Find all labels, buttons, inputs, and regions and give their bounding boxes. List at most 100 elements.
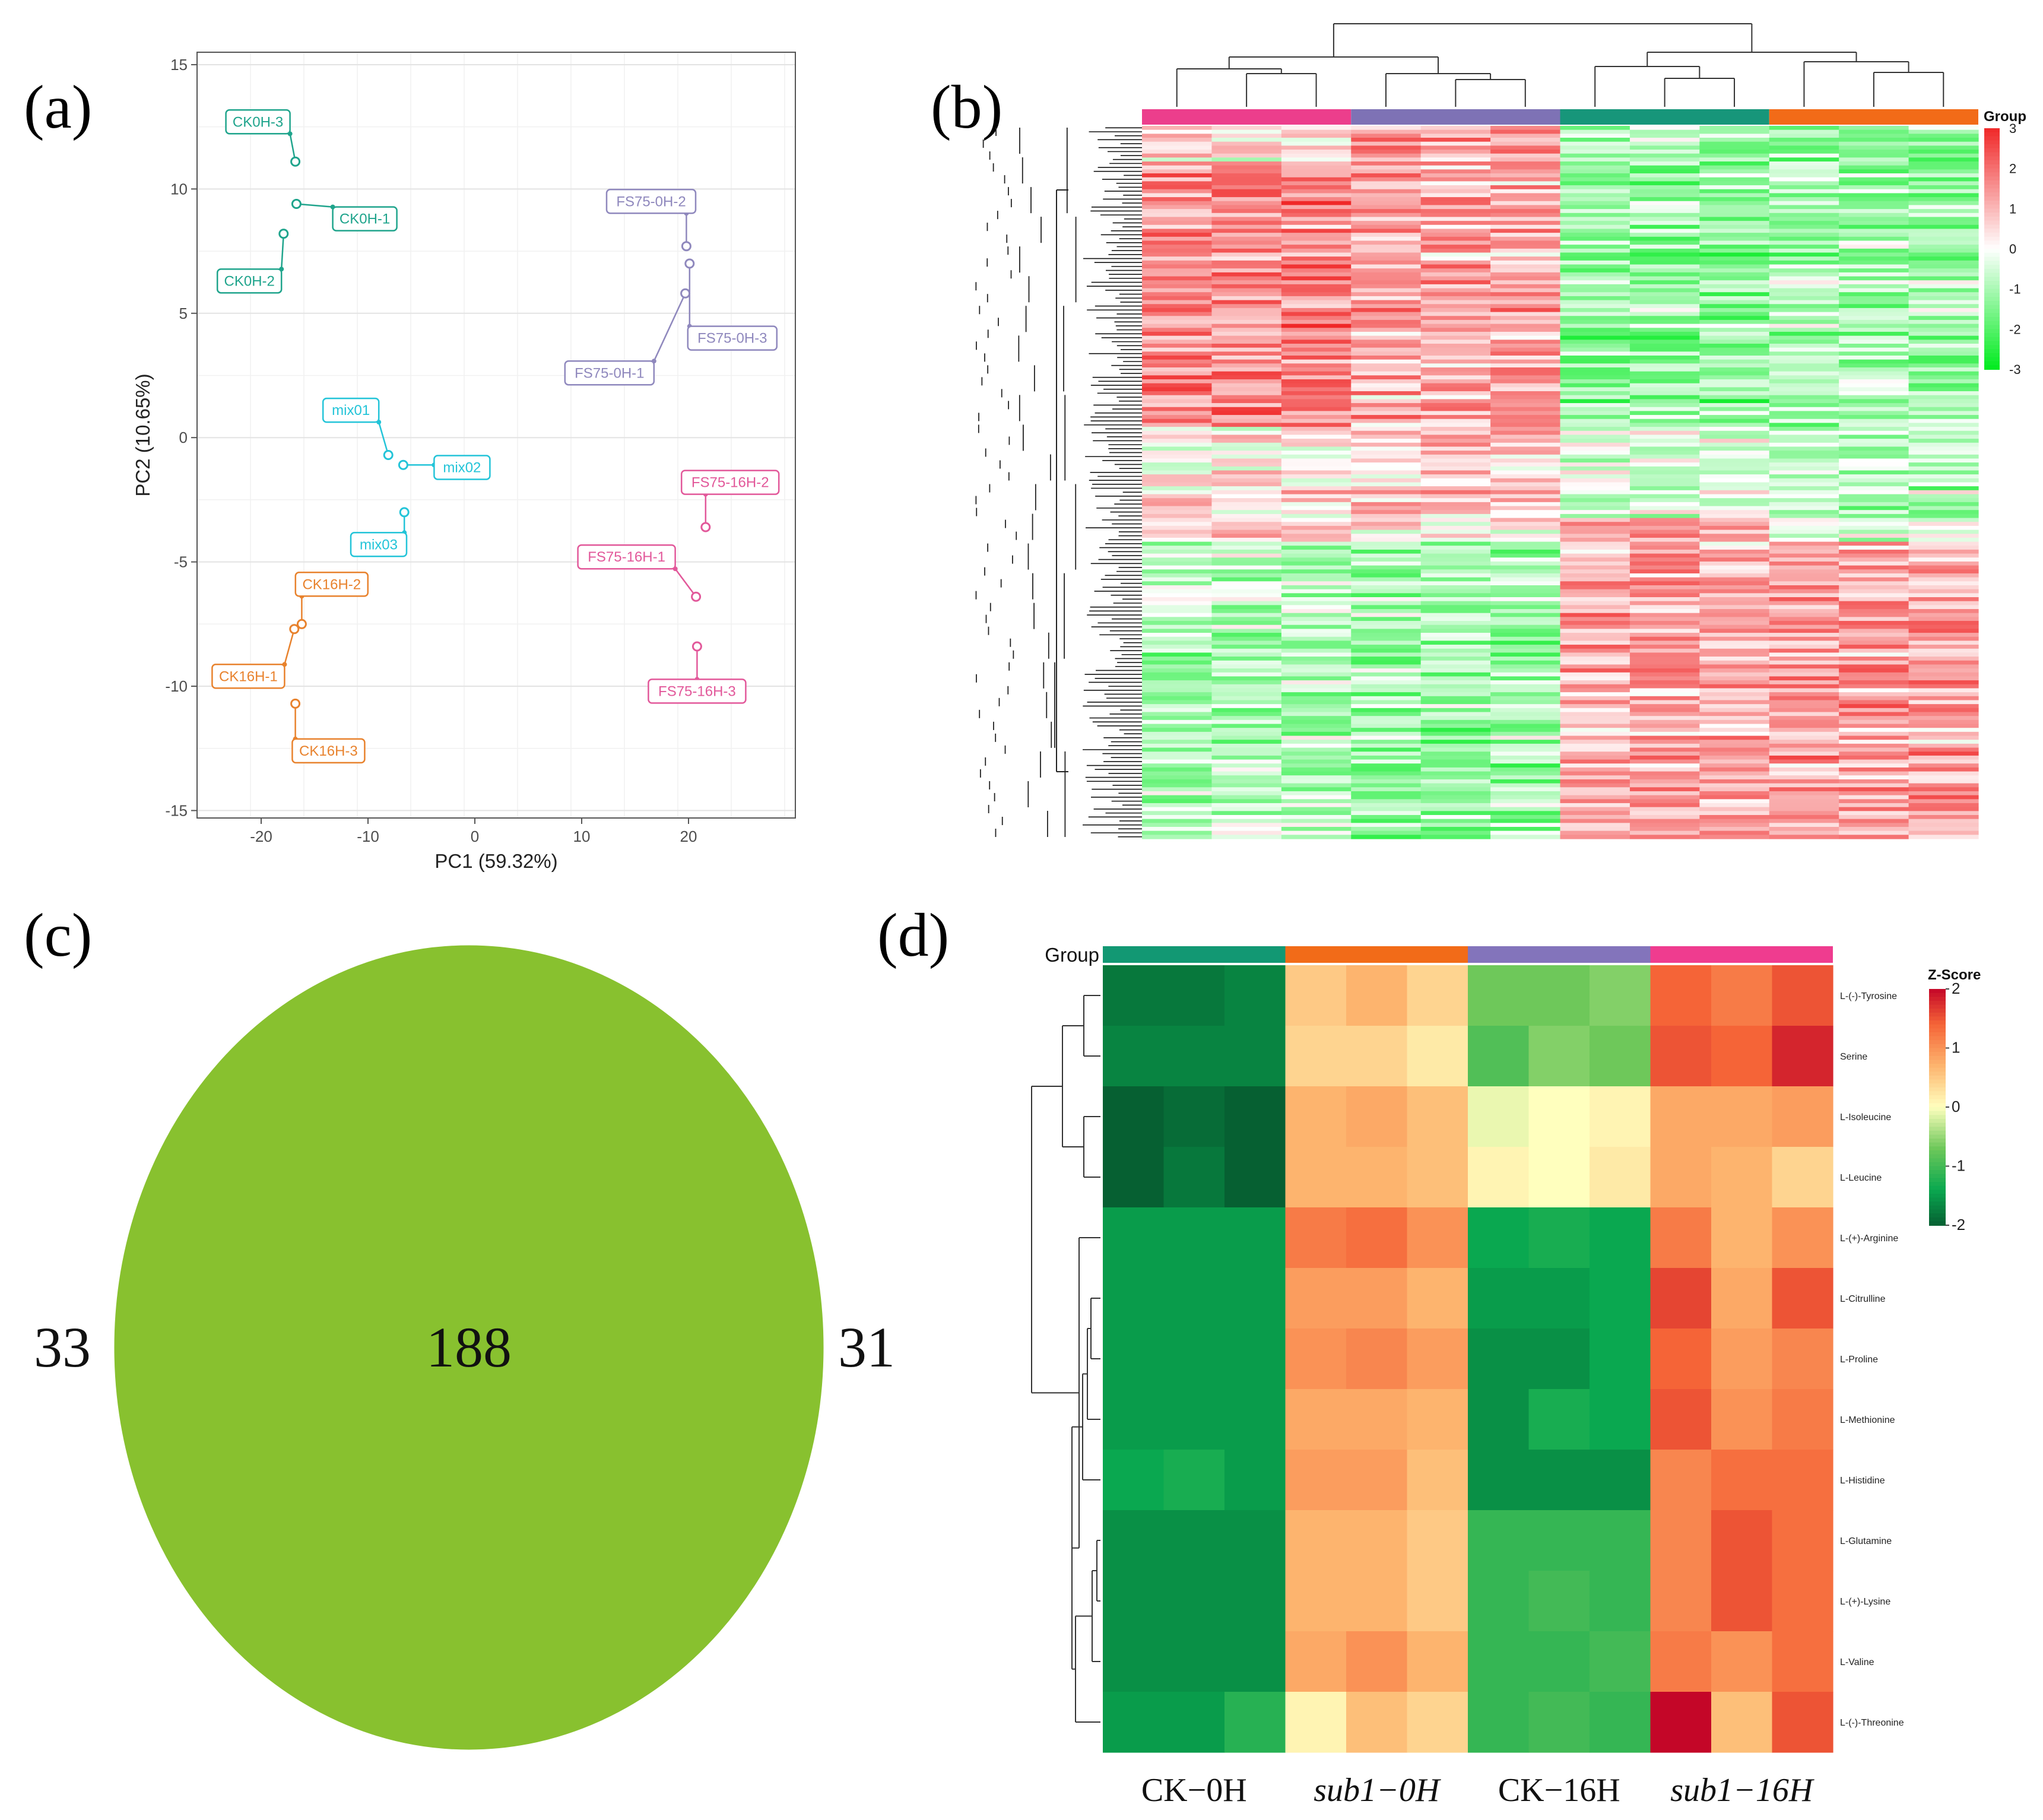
heatmap-b-cell: [1490, 351, 1561, 356]
heatmap-b-cell: [1142, 177, 1213, 182]
heatmap-b-cell: [1420, 418, 1491, 424]
heatmap-b-cell: [1490, 245, 1561, 249]
heatmap-b-cell: [1839, 138, 1909, 142]
heatmap-b-cell: [1699, 209, 1770, 214]
heatmap-b-cell: [1142, 359, 1213, 364]
heatmap-b-cell: [1560, 498, 1630, 503]
heatmap-b-cell: [1769, 307, 1839, 313]
heatmap-b-cell: [1351, 569, 1422, 574]
heatmap-b-cell: [1490, 256, 1561, 261]
heatmap-b-cell: [1420, 814, 1491, 820]
heatmap-b-cell: [1769, 823, 1839, 827]
heatmap-b-cell: [1699, 636, 1770, 641]
heatmap-b-cell: [1211, 482, 1282, 487]
heatmap-b-cell: [1629, 379, 1700, 384]
heatmap-b-cell: [1420, 740, 1491, 744]
heatmap-b-cell: [1490, 312, 1561, 316]
heatmap-b-cell: [1211, 664, 1282, 669]
heatmap-b-cell: [1839, 276, 1909, 281]
pca-x-tick-label: -10: [357, 827, 379, 845]
heatmap-d-row-label: L-Proline: [1840, 1355, 1878, 1365]
heatmap-b-cell: [1839, 482, 1909, 487]
heatmap-b-cell: [1560, 641, 1630, 645]
heatmap-b-cell: [1908, 224, 1979, 230]
heatmap-b-cell: [1769, 138, 1839, 142]
heatmap-b-cell: [1351, 454, 1422, 459]
heatmap-b-cell: [1839, 803, 1909, 808]
heatmap-b-cell: [1908, 826, 1979, 832]
heatmap-b-cell: [1490, 355, 1561, 360]
heatmap-b-cell: [1420, 296, 1491, 301]
heatmap-b-cell: [1281, 731, 1352, 737]
heatmap-b-cell: [1839, 126, 1909, 131]
heatmap-b-cell: [1420, 482, 1491, 487]
heatmap-b-cell: [1420, 229, 1491, 233]
heatmap-b-cell: [1351, 276, 1422, 281]
heatmap-b-cell: [1211, 807, 1282, 811]
heatmap-b-cell: [1769, 296, 1839, 301]
heatmap-b-cell: [1351, 240, 1422, 245]
heatmap-b-cell: [1908, 391, 1979, 396]
heatmap-b-cell: [1908, 126, 1979, 131]
heatmap-b-cell: [1769, 593, 1839, 598]
heatmap-b-cell: [1839, 740, 1909, 744]
heatmap-d-cell: [1103, 1692, 1165, 1753]
heatmap-b-cell: [1490, 454, 1561, 459]
heatmap-d-row-label: L-Isoleucine: [1840, 1112, 1891, 1123]
heatmap-b-cell: [1351, 319, 1422, 325]
heatmap-b-cell: [1908, 442, 1979, 448]
heatmap-b-group-swatch: [1560, 109, 1769, 125]
heatmap-b-cell: [1839, 280, 1909, 285]
heatmap-b-cell: [1211, 319, 1282, 325]
heatmap-b-cell: [1351, 537, 1422, 543]
heatmap-b-cell: [1769, 236, 1839, 242]
heatmap-b-cell: [1420, 268, 1491, 273]
heatmap-b-cell: [1211, 708, 1282, 713]
heatmap-b-cell: [1142, 719, 1213, 725]
heatmap-d-cell: [1346, 1450, 1408, 1511]
heatmap-b-cell: [1490, 755, 1561, 760]
heatmap-b-scale-step: [1984, 208, 2000, 214]
heatmap-b-cell: [1351, 494, 1422, 499]
heatmap-b-cell: [1211, 193, 1282, 198]
heatmap-b-cell: [1490, 807, 1561, 811]
heatmap-b-cell: [1839, 759, 1909, 764]
heatmap-b-cell: [1839, 395, 1909, 399]
heatmap-b-cell: [1420, 197, 1491, 202]
heatmap-b-cell: [1142, 743, 1213, 749]
heatmap-b-cell: [1281, 696, 1352, 701]
heatmap-b-cell: [1629, 280, 1700, 285]
heatmap-b-cell: [1281, 165, 1352, 170]
pca-label-connector: [674, 568, 697, 597]
heatmap-b-cell: [1142, 668, 1213, 673]
heatmap-b-cell: [1281, 522, 1352, 527]
heatmap-b-cell: [1490, 316, 1561, 321]
heatmap-b-cell: [1351, 518, 1422, 522]
heatmap-b-cell: [1769, 494, 1839, 499]
heatmap-b-cell: [1281, 407, 1352, 411]
heatmap-b-cell: [1351, 252, 1422, 257]
heatmap-b-cell: [1281, 181, 1352, 186]
heatmap-b-cell: [1560, 633, 1630, 638]
heatmap-b-cell: [1699, 601, 1770, 605]
pca-point: [290, 156, 301, 167]
heatmap-b-cell: [1699, 534, 1770, 538]
heatmap-b-cell: [1142, 415, 1213, 420]
pca-point-label: mix01: [332, 402, 370, 418]
heatmap-b-cell: [1629, 252, 1700, 257]
heatmap-b-cell: [1769, 189, 1839, 194]
heatmap-b-cell: [1211, 633, 1282, 638]
heatmap-b-cell: [1281, 229, 1352, 233]
heatmap-b-cell: [1420, 510, 1491, 515]
heatmap-b-cell: [1142, 245, 1213, 249]
heatmap-b-cell: [1351, 803, 1422, 808]
heatmap-b-cell: [1211, 145, 1282, 150]
heatmap-b-cell: [1420, 546, 1491, 550]
heatmap-b-cell: [1629, 589, 1700, 594]
heatmap-b-cell: [1351, 221, 1422, 226]
heatmap-b-cell: [1281, 621, 1352, 626]
heatmap-b-legend-title: Group: [1984, 109, 2026, 125]
heatmap-b-cell: [1560, 145, 1630, 150]
heatmap-b-cell: [1142, 284, 1213, 289]
heatmap-b-cell: [1281, 680, 1352, 685]
